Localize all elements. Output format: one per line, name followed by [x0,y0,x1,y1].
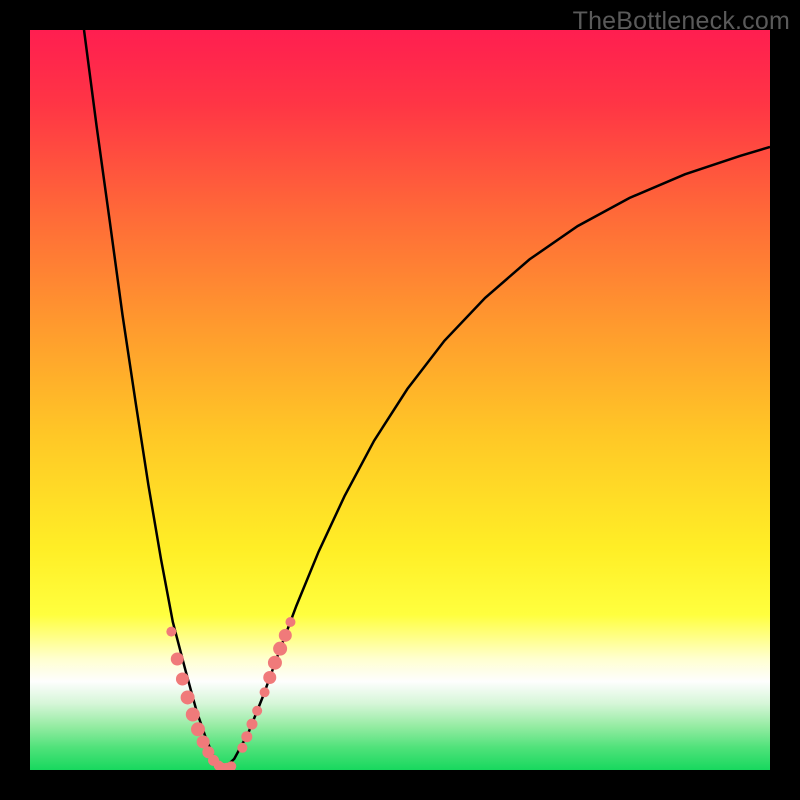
plot-area [30,30,770,770]
watermark-text: TheBottleneck.com [573,7,790,36]
data-point [166,627,176,637]
data-point [191,722,205,736]
data-point [268,656,282,670]
data-point [247,719,258,730]
curve-right [225,147,770,768]
data-point [186,708,200,722]
curve-layer [30,30,770,770]
data-point [285,617,295,627]
data-point [241,731,252,742]
data-point [260,687,270,697]
data-point [176,672,189,685]
data-point [237,743,247,753]
data-point [273,642,287,656]
chart-frame: TheBottleneck.com [0,0,800,800]
data-point [226,761,236,770]
data-point [252,706,262,716]
markers-left [166,627,223,770]
data-point [263,671,276,684]
data-point [171,653,184,666]
curve-left [84,30,225,768]
data-point [279,629,292,642]
data-point [181,690,195,704]
